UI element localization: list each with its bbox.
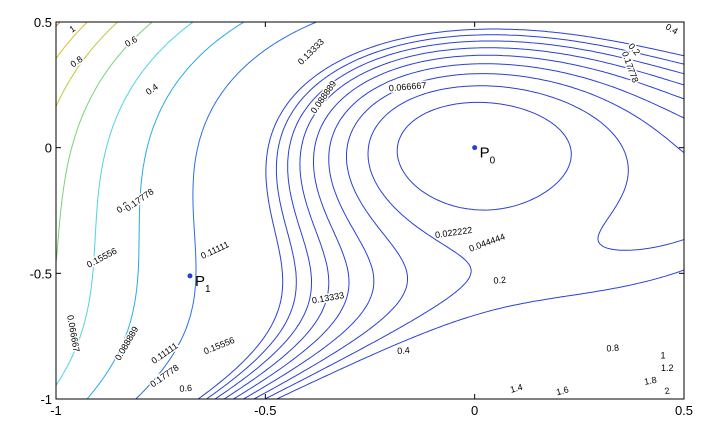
contour-label: 0.8 [606, 343, 619, 354]
contour-label: 0.8 [69, 54, 85, 69]
x-tick-label: 0.5 [675, 403, 693, 418]
contour-label: 1.4 [509, 382, 524, 395]
contour-label: 0.15556 [85, 246, 118, 270]
contour-label: 0.088889 [113, 325, 140, 363]
contour-label: 1 [661, 351, 666, 361]
contour-label: 0.15556 [202, 335, 236, 356]
contour-label: 0.2 [493, 275, 506, 286]
critical-point-label: P [480, 145, 490, 162]
critical-point-subscript: 0 [490, 156, 496, 167]
contour-label: 0.6 [179, 383, 192, 394]
contour-label: 0.4 [144, 82, 160, 97]
x-tick-label: -0.5 [254, 403, 276, 418]
contour-lines [55, 21, 685, 400]
x-tick-label: -1 [50, 403, 62, 418]
critical-point-marker [472, 145, 478, 151]
y-tick-label: 0 [45, 141, 52, 156]
critical-point-marker [187, 273, 193, 279]
y-tick-label: -1 [40, 392, 52, 407]
contour-line-5 [223, 47, 685, 400]
contour-label: 0.4 [397, 345, 410, 356]
contour-label: 1.2 [661, 363, 674, 373]
contour-label: 0.044444 [468, 231, 507, 253]
critical-point-subscript: 1 [205, 284, 211, 295]
contour-label: 0.088889 [309, 79, 339, 115]
contour-label: 1.6 [555, 384, 570, 397]
plot-frame [55, 21, 685, 400]
contour-label: 0.11111 [149, 341, 179, 366]
critical-point-label: P [195, 273, 205, 290]
contour-line-13 [55, 21, 118, 107]
contour-line-2 [253, 73, 685, 400]
contour-line-7 [206, 34, 685, 400]
contour-label: 0.4 [664, 22, 680, 37]
contour-line-15 [55, 21, 61, 27]
contour-label: 0.13333 [311, 290, 345, 305]
contour-label: 0.022222 [434, 225, 473, 240]
x-tick-label: 0 [471, 403, 478, 418]
contour-label: 2 [664, 385, 671, 396]
y-tick-label: 0.5 [34, 15, 52, 30]
y-axis-ticks: 0.5 0 -0.5 -1 [30, 15, 684, 407]
contour-line-12 [55, 21, 153, 263]
critical-points: P 0P 1 [187, 145, 496, 295]
contour-label: 0.066667 [65, 314, 81, 353]
contour-line-0 [276, 101, 685, 400]
contour-label: 1.8 [643, 375, 657, 387]
x-axis-ticks: -1 -0.5 0 0.5 [50, 22, 693, 418]
y-tick-label: -0.5 [30, 266, 52, 281]
contour-label: 0.11111 [199, 239, 230, 261]
contour-label: 0.066667 [388, 80, 426, 93]
contour-label: 1 [67, 23, 77, 34]
contour-label: 0.13333 [296, 37, 326, 67]
